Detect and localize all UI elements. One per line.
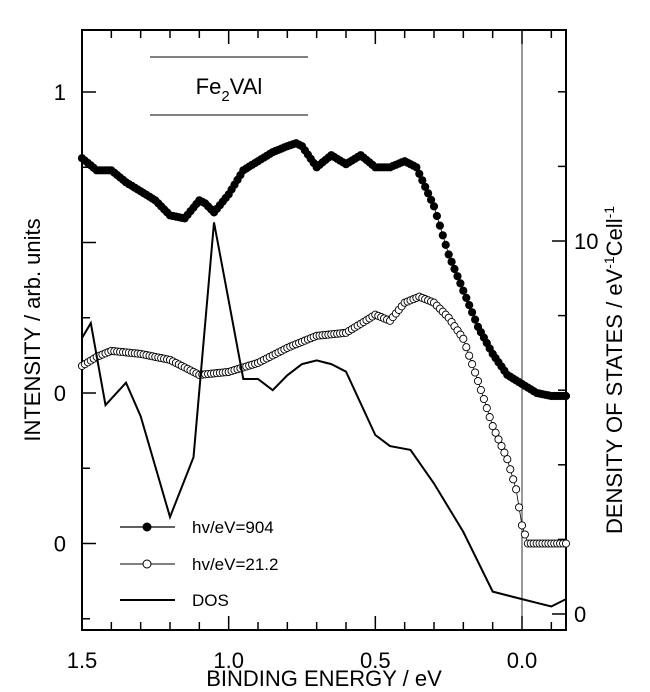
- point-21: [517, 521, 527, 530]
- point-904: [424, 189, 433, 198]
- dos-line: [81, 222, 567, 608]
- point-21: [500, 448, 509, 457]
- point-21: [503, 455, 512, 464]
- plot-frame: [81, 29, 567, 631]
- legend-item-904: hv/eV=904: [120, 518, 274, 537]
- point-21: [497, 441, 506, 451]
- point-904: [432, 211, 441, 221]
- point-904: [441, 240, 450, 249]
- y-right-tick-label: 0: [574, 602, 586, 627]
- point-21: [509, 475, 518, 484]
- tick-marks: [81, 30, 566, 630]
- y-right-tick-label: 10: [574, 229, 598, 254]
- point-21: [512, 485, 521, 494]
- x-tick-label: 1.5: [67, 648, 98, 673]
- legend-marker-filled: [142, 522, 152, 532]
- point-904: [421, 182, 430, 191]
- point-21: [473, 376, 483, 386]
- point-904: [435, 221, 444, 230]
- legend-marker-open: [142, 559, 152, 569]
- x-tick-label: 1.0: [213, 648, 244, 673]
- point-904: [447, 257, 456, 266]
- legend-label-21: hv/eV=21.2: [192, 555, 279, 574]
- x-tick-label: 0.5: [360, 648, 391, 673]
- point-904: [465, 301, 474, 310]
- point-21: [506, 465, 515, 474]
- point-904: [456, 279, 465, 288]
- legend-label-dos: DOS: [192, 591, 229, 610]
- point-904: [450, 264, 459, 274]
- point-904: [471, 315, 480, 324]
- y-axis-title: INTENSITY / arb. units: [20, 218, 45, 441]
- point-21: [494, 435, 503, 444]
- series-layer: [77, 139, 571, 608]
- point-904: [468, 308, 477, 317]
- point-904: [415, 169, 424, 178]
- point-21: [476, 385, 485, 395]
- point-904: [462, 293, 471, 302]
- point-904: [453, 272, 462, 281]
- point-904: [561, 391, 571, 401]
- legend: hv/eV=904 hv/eV=21.2 DOS: [120, 518, 279, 610]
- chart-title: Fe2VAl: [196, 74, 263, 105]
- y-left-tick-label: 1: [54, 80, 66, 105]
- point-904: [459, 286, 468, 295]
- point-21: [520, 530, 529, 539]
- y-left-tick-label: 0: [54, 381, 66, 406]
- point-21: [479, 394, 488, 404]
- point-21: [488, 422, 497, 431]
- point-21: [485, 413, 494, 422]
- legend-item-21: hv/eV=21.2: [120, 555, 279, 574]
- point-904: [418, 176, 427, 185]
- point-21: [465, 351, 474, 360]
- point-21: [482, 404, 491, 413]
- point-21: [561, 539, 571, 548]
- point-21: [491, 428, 500, 437]
- point-904: [438, 231, 447, 240]
- point-21: [471, 368, 480, 377]
- point-904: [429, 202, 439, 211]
- point-21: [459, 334, 468, 343]
- x-tick-label: 0.0: [507, 648, 538, 673]
- point-904: [412, 163, 421, 172]
- y-left-tick-label: 0: [54, 532, 66, 557]
- y2-axis-title: DENSITY OF STATES / eV-1Cell-1: [601, 206, 627, 534]
- point-904: [427, 195, 436, 204]
- point-21: [515, 503, 524, 512]
- point-21: [468, 360, 477, 369]
- point-21: [462, 343, 471, 352]
- point-904: [444, 250, 453, 259]
- legend-label-904: hv/eV=904: [192, 518, 274, 537]
- legend-item-dos: DOS: [120, 591, 229, 610]
- x-axis-title: BINDING ENERGY / eV: [206, 666, 442, 691]
